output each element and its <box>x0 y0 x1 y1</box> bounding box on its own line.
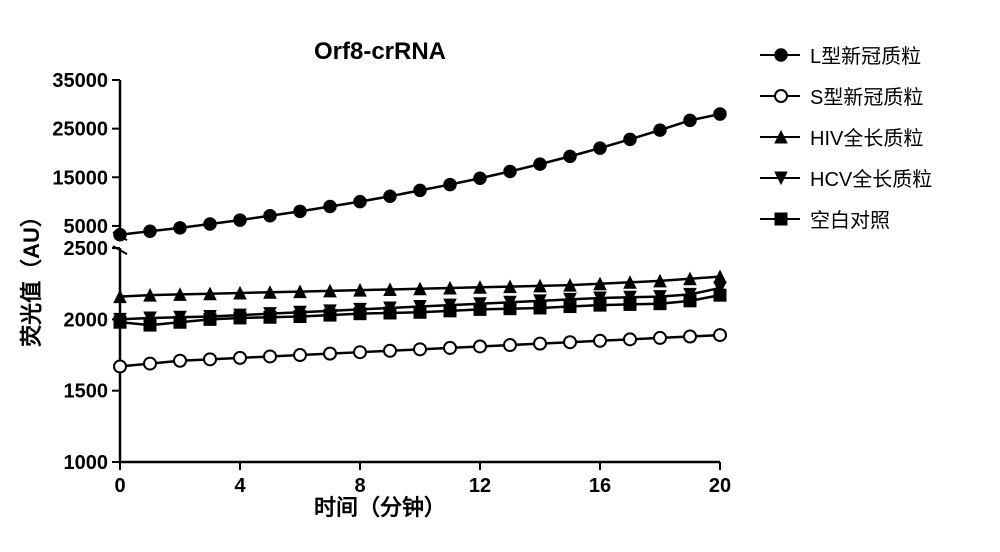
svg-text:5000: 5000 <box>64 216 109 238</box>
legend-label: 空白对照 <box>810 204 890 233</box>
legend-symbol <box>760 89 800 103</box>
svg-text:15000: 15000 <box>52 167 108 189</box>
legend-item: HCV全长质粒 <box>760 163 980 192</box>
svg-text:25000: 25000 <box>52 119 108 141</box>
legend-label: HIV全长质粒 <box>810 122 923 151</box>
legend-item: 空白对照 <box>760 204 980 233</box>
line-chart: 0481216201000150020002500500015000250003… <box>20 20 740 532</box>
legend-symbol <box>760 130 800 144</box>
legend-symbol <box>760 171 800 185</box>
legend-symbol <box>760 48 800 62</box>
x-axis-label: 时间（分钟） <box>20 490 740 522</box>
legend-item: L型新冠质粒 <box>760 40 980 69</box>
legend-symbol <box>760 212 800 226</box>
y-axis-label: 荧光值（AU） <box>14 205 46 347</box>
legend-label: L型新冠质粒 <box>810 40 921 69</box>
svg-text:1000: 1000 <box>64 452 109 474</box>
legend-label: S型新冠质粒 <box>810 81 923 110</box>
svg-text:1500: 1500 <box>64 381 109 403</box>
legend-label: HCV全长质粒 <box>810 163 932 192</box>
chart-title: Orf8-crRNA <box>20 38 740 66</box>
svg-text:35000: 35000 <box>52 70 108 92</box>
outer-container: Orf8-crRNA 荧光值（AU） 时间（分钟） 04812162010001… <box>20 20 980 532</box>
legend-item: HIV全长质粒 <box>760 122 980 151</box>
legend: L型新冠质粒 S型新冠质粒 HIV全长质粒 HCV全长质粒空白对照 <box>740 20 980 532</box>
legend-item: S型新冠质粒 <box>760 81 980 110</box>
chart-area: Orf8-crRNA 荧光值（AU） 时间（分钟） 04812162010001… <box>20 20 740 532</box>
svg-text:2500: 2500 <box>64 238 109 260</box>
svg-text:2000: 2000 <box>64 309 109 331</box>
